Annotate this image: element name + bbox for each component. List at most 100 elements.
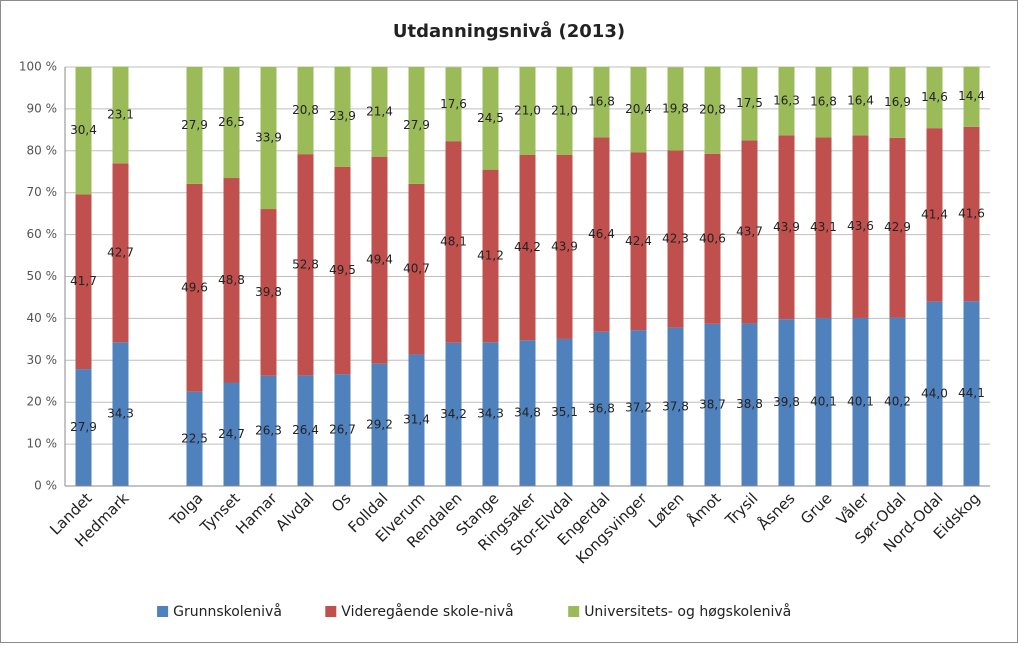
data-label: 34,8 — [514, 406, 541, 420]
bar-segment — [260, 375, 277, 486]
bar-segment — [260, 209, 277, 376]
bar-segment — [556, 154, 573, 339]
bar-segment — [334, 66, 351, 167]
bar-segment — [852, 317, 869, 486]
bar-segment — [334, 166, 351, 375]
data-label: 27,9 — [403, 118, 430, 132]
data-label: 34,3 — [477, 407, 504, 421]
data-label: 39,8 — [773, 395, 800, 409]
bar-segment — [593, 67, 610, 138]
data-label: 44,1 — [958, 386, 985, 400]
y-tick-label: 10 % — [27, 437, 58, 451]
bar-segment — [630, 330, 647, 486]
data-label: 52,8 — [292, 257, 319, 271]
data-label: 31,4 — [403, 413, 430, 427]
data-label: 38,8 — [736, 397, 763, 411]
data-label: 43,7 — [736, 224, 763, 238]
data-label: 34,3 — [107, 407, 134, 421]
y-tick-label: 90 % — [27, 101, 58, 115]
data-label: 27,9 — [181, 118, 208, 132]
data-label: 41,7 — [70, 274, 97, 288]
bar-segment — [112, 66, 129, 164]
data-label: 40,2 — [884, 394, 911, 408]
data-label: 14,4 — [958, 89, 985, 103]
data-label: 24,5 — [477, 111, 504, 125]
bar-segment — [704, 66, 721, 154]
data-label: 21,4 — [366, 104, 393, 118]
bar-segment — [519, 154, 536, 341]
bar-segment — [334, 374, 351, 486]
data-label: 24,7 — [218, 427, 245, 441]
data-label: 44,0 — [921, 386, 948, 400]
data-label: 36,8 — [588, 401, 615, 415]
data-label: 43,9 — [773, 220, 800, 234]
data-label: 16,3 — [773, 94, 800, 108]
bar-segment — [593, 137, 610, 332]
bar-segment — [778, 135, 795, 320]
bar-segment — [926, 301, 943, 486]
bar-segment — [667, 150, 684, 328]
bar-segment — [741, 140, 758, 324]
bar-segment — [482, 169, 499, 343]
bar-segment — [186, 183, 203, 392]
legend-label: Videregående skole-nivå — [341, 603, 513, 620]
bar-segment — [75, 67, 92, 195]
data-label: 16,8 — [588, 95, 615, 109]
bar-segment — [75, 194, 92, 370]
data-label: 40,1 — [847, 394, 874, 408]
bar-segment — [852, 66, 869, 136]
data-label: 43,6 — [847, 219, 874, 233]
y-tick-label: 60 % — [27, 227, 58, 241]
data-label: 40,6 — [699, 231, 726, 245]
bar-segment — [852, 135, 869, 318]
legend-swatch — [568, 606, 580, 617]
bar-segment — [371, 156, 388, 364]
data-label: 29,2 — [366, 417, 393, 431]
data-label: 49,6 — [181, 280, 208, 294]
bar-segment — [963, 66, 980, 127]
data-label: 16,9 — [884, 95, 911, 109]
bar-segment — [112, 342, 129, 486]
bar-segment — [667, 327, 684, 486]
bar-segment — [408, 183, 425, 355]
bar-segment — [667, 67, 684, 151]
data-label: 42,4 — [625, 234, 652, 248]
bar-segment — [963, 301, 980, 486]
data-label: 26,3 — [255, 423, 282, 437]
bar-segment — [704, 323, 721, 486]
legend-label: Universitets- og høgskolenivå — [584, 603, 791, 620]
data-label: 17,6 — [440, 97, 467, 111]
bar-segment — [593, 331, 610, 486]
bar-segment — [815, 137, 832, 318]
legend-swatch — [325, 606, 337, 617]
bar-segment — [186, 391, 203, 486]
data-label: 22,5 — [181, 431, 208, 445]
bar-segment — [815, 67, 832, 138]
bar-segment — [630, 152, 647, 331]
bar-segment — [778, 319, 795, 486]
bar-segment — [630, 67, 647, 153]
data-label: 35,1 — [551, 405, 578, 419]
data-label: 19,8 — [662, 101, 689, 115]
data-label: 42,7 — [107, 245, 134, 259]
bar-segment — [408, 354, 425, 486]
bar-segment — [112, 163, 129, 343]
bar-segment — [741, 67, 758, 141]
data-label: 23,1 — [107, 107, 134, 121]
data-label: 49,5 — [329, 263, 356, 277]
data-label: 43,1 — [810, 220, 837, 234]
y-tick-label: 0 % — [34, 479, 57, 493]
bar-segment — [260, 67, 277, 210]
data-label: 30,4 — [70, 123, 97, 137]
bar-segment — [297, 375, 314, 486]
y-tick-label: 80 % — [27, 143, 58, 157]
bar-segment — [445, 141, 462, 343]
data-label: 42,3 — [662, 231, 689, 245]
bar-segment — [482, 67, 499, 170]
y-tick-label: 50 % — [27, 269, 58, 283]
data-label: 39,8 — [255, 285, 282, 299]
data-label: 23,9 — [329, 109, 356, 123]
bar-segment — [482, 342, 499, 486]
data-label: 41,2 — [477, 248, 504, 262]
